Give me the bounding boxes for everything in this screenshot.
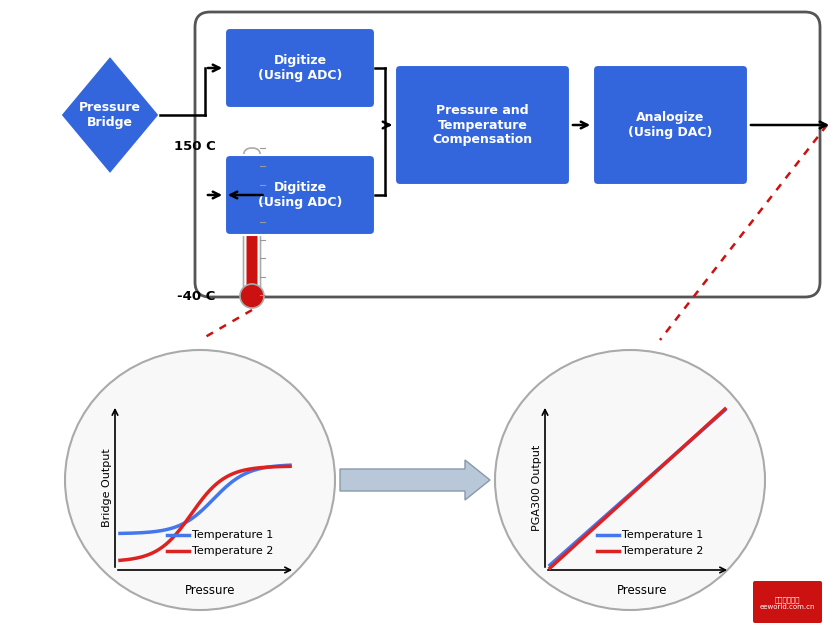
FancyBboxPatch shape xyxy=(225,155,375,235)
Text: Pressure: Pressure xyxy=(185,584,235,597)
Text: Temperature 1: Temperature 1 xyxy=(622,530,703,540)
Ellipse shape xyxy=(65,350,335,610)
FancyBboxPatch shape xyxy=(195,12,820,297)
Text: PGA300 Output: PGA300 Output xyxy=(532,444,542,531)
Text: Digitize
(Using ADC): Digitize (Using ADC) xyxy=(257,181,342,209)
Polygon shape xyxy=(60,55,160,175)
FancyBboxPatch shape xyxy=(753,581,822,623)
Text: Analogize
(Using DAC): Analogize (Using DAC) xyxy=(628,111,713,139)
Text: Temperature 1: Temperature 1 xyxy=(192,530,273,540)
Text: Pressure
Bridge: Pressure Bridge xyxy=(79,101,141,129)
Text: Temperature 2: Temperature 2 xyxy=(622,546,703,556)
FancyBboxPatch shape xyxy=(225,28,375,108)
FancyBboxPatch shape xyxy=(243,148,261,295)
Text: Temperature 2: Temperature 2 xyxy=(192,546,273,556)
FancyBboxPatch shape xyxy=(593,65,748,185)
FancyArrow shape xyxy=(340,460,490,500)
Text: Pressure and
Temperature
Compensation: Pressure and Temperature Compensation xyxy=(432,103,532,146)
Text: 电子工程世界
eeworld.com.cn: 电子工程世界 eeworld.com.cn xyxy=(759,596,815,610)
Text: -40 C: -40 C xyxy=(177,290,216,304)
FancyBboxPatch shape xyxy=(247,212,257,293)
Text: Digitize
(Using ADC): Digitize (Using ADC) xyxy=(257,54,342,82)
Text: Pressure: Pressure xyxy=(617,584,668,597)
FancyBboxPatch shape xyxy=(395,65,570,185)
Text: Bridge Output: Bridge Output xyxy=(102,448,112,527)
Circle shape xyxy=(240,284,264,308)
Text: 150 C: 150 C xyxy=(174,139,216,153)
Ellipse shape xyxy=(495,350,765,610)
